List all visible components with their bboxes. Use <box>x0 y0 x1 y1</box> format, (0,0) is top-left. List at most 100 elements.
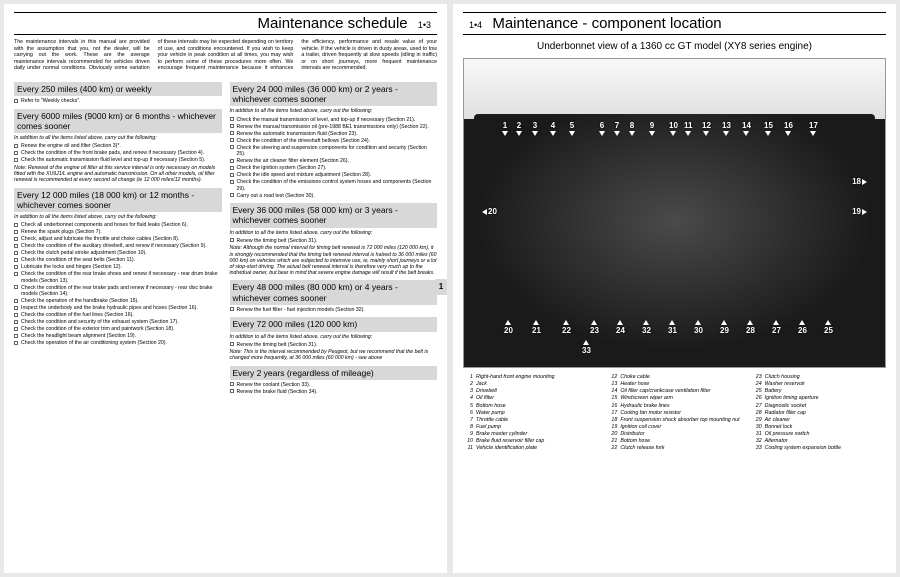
legend-text: Oil pressure switch <box>765 431 810 438</box>
checkbox-icon <box>230 342 234 346</box>
right-column: Every 24 000 miles (36 000 km) or 2 year… <box>230 78 438 396</box>
item-text: Renew the coolant (Section 33). <box>237 382 311 389</box>
legend-text: Heater hose <box>620 381 649 388</box>
callout-number: 1 <box>502 121 508 136</box>
checklist-item: Renew the automatic transmission fluid (… <box>230 131 438 138</box>
callout-number: 24 <box>616 320 625 335</box>
callout-number: 20 <box>504 320 513 335</box>
section-note: In addition to all the items listed abov… <box>230 108 438 114</box>
checkbox-icon <box>14 327 18 331</box>
page-number: 1•3 <box>418 20 431 30</box>
legend-text: Brake fluid reservoir filler cap <box>476 438 544 445</box>
legend-item: 15Windscreen wiper arm <box>607 395 741 402</box>
checklist-item: Renew the timing belt (Section 31). <box>230 238 438 245</box>
legend-num: 8 <box>463 424 473 431</box>
checklist-item: Check the condition of the emissions con… <box>230 179 438 192</box>
legend-text: Air cleaner <box>765 417 790 424</box>
legend-text: Distributor <box>620 431 644 438</box>
section-note: In addition to all the items listed abov… <box>230 230 438 236</box>
checklist-item: Check the condition of the auxiliary dri… <box>14 243 222 250</box>
checkbox-icon <box>230 159 234 163</box>
legend-item: 11Vehicle identification plate <box>463 445 597 452</box>
section-heading: Every 36 000 miles (58 000 km) or 3 year… <box>230 203 438 227</box>
legend-num: 12 <box>607 374 617 381</box>
callout-number: 14 <box>742 121 751 136</box>
item-text: Renew the brake fluid (Section 34). <box>237 389 318 396</box>
callout-number: 31 <box>668 320 677 335</box>
legend-text: Cooling system expansion bottle <box>765 445 841 452</box>
legend-num: 6 <box>463 410 473 417</box>
legend-item: 14Oil filler cap/crankcase ventilation f… <box>607 388 741 395</box>
item-text: Check the operation of the handbrake (Se… <box>21 298 139 305</box>
legend-num: 22 <box>607 445 617 452</box>
legend-item: 25Battery <box>752 388 886 395</box>
item-text: Check the condition of the driveshaft be… <box>237 138 371 145</box>
section-heading: Every 250 miles (400 km) or weekly <box>14 82 222 96</box>
item-text: Check the condition of the rear brake sh… <box>21 271 222 284</box>
page-title: Maintenance schedule 1•3 <box>14 12 437 35</box>
callout-number: 12 <box>702 121 711 136</box>
checkbox-icon <box>14 313 18 317</box>
callout-number: 21 <box>532 320 541 335</box>
legend-item: 4Oil filter <box>463 395 597 402</box>
legend-num: 17 <box>607 410 617 417</box>
checkbox-icon <box>230 145 234 149</box>
hood-area <box>464 59 885 119</box>
legend-num: 32 <box>752 438 762 445</box>
legend-item: 6Water pump <box>463 410 597 417</box>
section-note: In addition to all the items listed abov… <box>14 135 222 141</box>
item-text: Renew the spark plugs (Section 7). <box>21 229 102 236</box>
subheading: Underbonnet view of a 1360 cc GT model (… <box>463 41 886 52</box>
checkbox-icon <box>14 144 18 148</box>
legend-num: 5 <box>463 403 473 410</box>
legend-num: 13 <box>607 381 617 388</box>
legend-num: 18 <box>607 417 617 424</box>
legend-num: 28 <box>752 410 762 417</box>
callout-number: 28 <box>746 320 755 335</box>
legend-text: Right-hand front engine mounting <box>476 374 555 381</box>
legend-text: Bottom hose <box>476 403 506 410</box>
legend-num: 24 <box>752 381 762 388</box>
checklist-item: Renew the brake fluid (Section 34). <box>230 389 438 396</box>
item-text: Renew the engine oil and filter (Section… <box>21 143 121 150</box>
checkbox-icon <box>230 138 234 142</box>
item-text: Renew the fuel filter - fuel injection m… <box>237 307 365 314</box>
page-title: 1•4 Maintenance - component location <box>463 12 886 35</box>
section-note: In addition to all the items listed abov… <box>230 334 438 340</box>
checkbox-icon <box>14 258 18 262</box>
checkbox-icon <box>14 237 18 241</box>
checklist-item: Renew the fuel filter - fuel injection m… <box>230 307 438 314</box>
schedule-columns: Every 250 miles (400 km) or weeklyRefer … <box>14 78 437 396</box>
legend-item: 21Bottom hose <box>607 438 741 445</box>
legend-num: 3 <box>463 388 473 395</box>
callout-number: 13 <box>722 121 731 136</box>
checkbox-icon <box>230 124 234 128</box>
checklist-item: Check the ignition system (Section 27). <box>230 165 438 172</box>
checkbox-icon <box>230 131 234 135</box>
legend-num: 21 <box>607 438 617 445</box>
item-text: Check the ignition system (Section 27). <box>237 165 327 172</box>
checkbox-icon <box>230 180 234 184</box>
legend-num: 25 <box>752 388 762 395</box>
checklist-item: Check the condition of the rear brake sh… <box>14 271 222 284</box>
item-text: Renew the manual transmission oil (pre-1… <box>237 124 429 131</box>
callout-number: 32 <box>642 320 651 335</box>
item-text: Inspect the underbody and the brake hydr… <box>21 305 198 312</box>
checklist-item: Renew the engine oil and filter (Section… <box>14 143 222 150</box>
engine-photo: 1234567891011121314151617181920202122232… <box>463 58 886 368</box>
legend-text: Water pump <box>476 410 505 417</box>
callout-number: 22 <box>562 320 571 335</box>
callout-number: 16 <box>784 121 793 136</box>
callout-number: 19 <box>852 207 867 216</box>
checkbox-icon <box>14 320 18 324</box>
legend-num: 30 <box>752 424 762 431</box>
callout-number: 27 <box>772 320 781 335</box>
legend-num: 15 <box>607 395 617 402</box>
legend-item: 5Bottom hose <box>463 403 597 410</box>
callout-number: 17 <box>809 121 818 136</box>
legend-item: 3Drivebelt <box>463 388 597 395</box>
item-text: Check the steering and suspension compon… <box>237 145 438 158</box>
legend-text: Alternator <box>765 438 788 445</box>
legend-text: Front suspension shock absorber top moun… <box>620 417 739 424</box>
callout-number: 5 <box>569 121 575 136</box>
